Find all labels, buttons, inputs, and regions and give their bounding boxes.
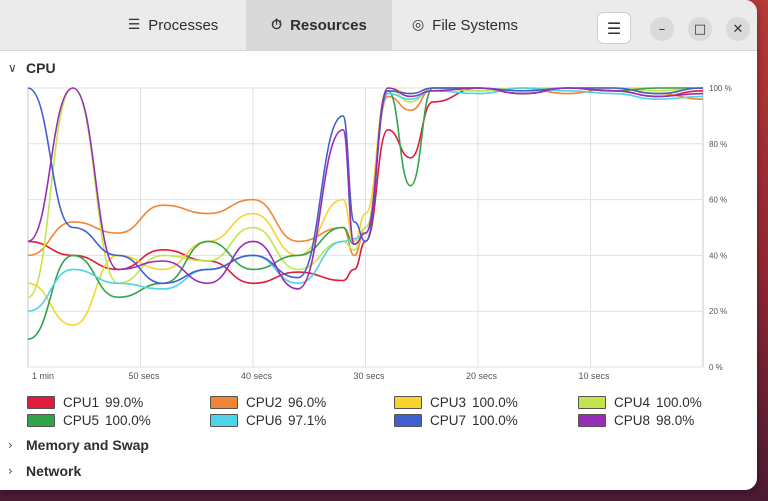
legend-value: 96.0%	[288, 394, 327, 410]
legend-swatch[interactable]	[578, 395, 606, 409]
legend-label: CPU4	[614, 394, 651, 410]
legend-label: CPU5	[63, 412, 100, 428]
legend-swatch[interactable]	[210, 395, 238, 409]
minimize-button[interactable]: –	[650, 17, 674, 41]
legend-label: CPU7	[430, 412, 467, 428]
legend-label: CPU1	[63, 394, 100, 410]
legend-item-cpu6[interactable]: CPU6 97.1%	[210, 412, 326, 428]
legend-value: 100.0%	[472, 412, 518, 428]
legend-label: CPU3	[430, 394, 467, 410]
hamburger-icon: ☰	[606, 18, 622, 38]
tab-processes-label: Processes	[148, 16, 219, 34]
x-tick-label: 30 secs	[354, 371, 386, 381]
close-icon: ✕	[732, 21, 744, 37]
legend-label: CPU6	[246, 412, 283, 428]
y-tick-label: 80 %	[709, 140, 727, 149]
y-tick-label: 100 %	[709, 84, 732, 93]
legend-swatch[interactable]	[578, 413, 606, 427]
series-line-cpu4	[27, 87, 704, 299]
chevron-down-icon: ∨	[8, 61, 17, 75]
legend-value: 100.0%	[472, 394, 518, 410]
tab-file-systems-label: File Systems	[432, 16, 519, 34]
maximize-icon: □	[693, 21, 707, 37]
main-menu-button[interactable]: ☰	[597, 12, 631, 44]
legend-value: 100.0%	[656, 394, 702, 410]
legend-swatch[interactable]	[394, 413, 422, 427]
close-button[interactable]: ✕	[726, 17, 750, 41]
x-tick-label: 50 secs	[129, 371, 161, 381]
legend-item-cpu8[interactable]: CPU8 98.0%	[578, 412, 694, 428]
maximize-button[interactable]: □	[688, 17, 712, 41]
minimize-icon: –	[658, 21, 666, 37]
legend-item-cpu7[interactable]: CPU7 100.0%	[394, 412, 518, 428]
cpu-section-label: CPU	[26, 60, 56, 76]
legend-item-cpu4[interactable]: CPU4 100.0%	[578, 394, 702, 410]
legend-swatch[interactable]	[394, 395, 422, 409]
y-tick-label: 20 %	[709, 307, 727, 316]
legend-value: 97.1%	[288, 412, 327, 428]
y-tick-label: 0 %	[709, 363, 723, 372]
header-bar: ☰ Processes ⏱ Resources ◎ File Systems ☰…	[0, 0, 757, 51]
series-line-cpu8	[27, 87, 704, 290]
chevron-right-icon: ›	[8, 438, 13, 452]
tab-file-systems[interactable]: ◎ File Systems	[392, 0, 538, 50]
legend-item-cpu1[interactable]: CPU1 99.0%	[27, 394, 143, 410]
x-tick-label: 40 secs	[241, 371, 273, 381]
legend-swatch[interactable]	[27, 395, 55, 409]
series-line-cpu7	[27, 87, 704, 285]
legend-item-cpu3[interactable]: CPU3 100.0%	[394, 394, 518, 410]
network-section-header[interactable]: › Network	[8, 463, 81, 479]
y-tick-label: 40 %	[709, 251, 727, 260]
legend-value: 98.0%	[656, 412, 695, 428]
legend-value: 100.0%	[105, 412, 151, 428]
x-tick-label: 1 min	[32, 371, 54, 381]
legend-value: 99.0%	[105, 394, 144, 410]
legend-label: CPU2	[246, 394, 283, 410]
system-monitor-window: ☰ Processes ⏱ Resources ◎ File Systems ☰…	[0, 0, 757, 479]
tab-processes[interactable]: ☰ Processes	[100, 0, 246, 50]
legend-item-cpu2[interactable]: CPU2 96.0%	[210, 394, 326, 410]
memory-section-label: Memory and Swap	[26, 437, 149, 453]
gauge-icon: ⏱	[271, 17, 283, 33]
network-section-label: Network	[26, 463, 82, 479]
chevron-right-icon: ›	[8, 464, 13, 478]
x-tick-label: 10 secs	[579, 371, 611, 381]
legend-swatch[interactable]	[210, 413, 238, 427]
list-icon: ☰	[127, 17, 141, 33]
cpu-history-graph: 1 min 50 secs 40 secs 30 secs 20 secs 10 secs…	[27, 84, 732, 381]
tab-resources[interactable]: ⏱ Resources	[246, 0, 392, 50]
legend-item-cpu5[interactable]: CPU5 100.0%	[27, 412, 151, 428]
disk-icon: ◎	[411, 17, 425, 33]
tab-resources-label: Resources	[290, 16, 367, 34]
legend-label: CPU8	[614, 412, 651, 428]
memory-section-header[interactable]: › Memory and Swap	[8, 437, 149, 453]
y-tick-label: 60 %	[709, 196, 727, 205]
x-tick-label: 20 secs	[466, 371, 498, 381]
cpu-section-header[interactable]: ∨ CPU	[8, 60, 56, 76]
legend-swatch[interactable]	[27, 413, 55, 427]
